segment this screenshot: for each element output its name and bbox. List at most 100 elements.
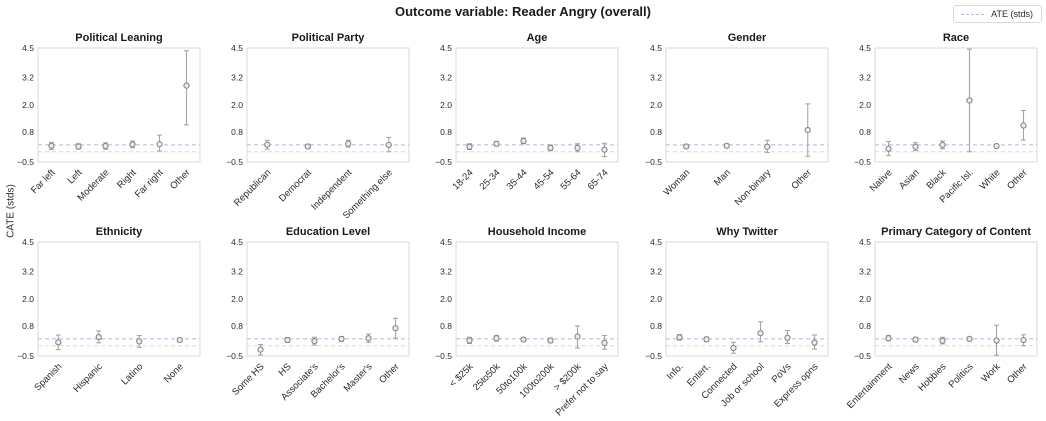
x-tick-label: Other <box>789 167 814 192</box>
y-tick-label: −0.5 <box>17 157 34 167</box>
data-point <box>102 142 109 150</box>
data-point <box>547 144 554 151</box>
x-tick-label: 18-24 <box>451 167 476 192</box>
data-point <box>547 337 554 344</box>
data-point <box>176 336 183 344</box>
data-point <box>392 325 399 332</box>
y-tick-label: 2.0 <box>859 100 871 110</box>
y-tick-label: 4.5 <box>441 43 453 53</box>
y-tick-label: −0.5 <box>226 157 243 167</box>
data-point <box>729 344 737 352</box>
y-tick-label: 2.0 <box>22 100 34 110</box>
data-point <box>702 336 710 343</box>
data-point <box>365 335 372 342</box>
data-point <box>939 141 946 149</box>
data-point <box>601 339 608 347</box>
subplot-title: Ethnicity <box>96 226 143 238</box>
x-tick-label: 35-44 <box>505 167 530 192</box>
x-tick-label: Democrat <box>277 167 314 204</box>
data-point <box>493 140 500 147</box>
data-point <box>345 140 352 147</box>
y-tick-label: 2.0 <box>650 100 662 110</box>
x-tick-label: Black <box>924 167 948 191</box>
y-tick-label: 0.8 <box>22 127 34 137</box>
data-point <box>338 335 345 343</box>
x-tick-label: Some HS <box>230 361 267 398</box>
data-point <box>574 333 581 340</box>
data-point <box>912 143 919 150</box>
data-point <box>264 141 271 148</box>
x-tick-label: Far right <box>133 167 166 200</box>
y-tick-label: −0.5 <box>17 351 34 361</box>
subplot-political-party: Political Party 4.5 3.2 2.0 0.8 −0.5Republica… <box>226 32 410 221</box>
data-point <box>129 141 136 148</box>
data-point <box>574 144 581 151</box>
data-point <box>136 338 143 345</box>
data-point <box>966 335 973 343</box>
subplot-title: Primary Category of Content <box>881 226 1031 238</box>
axes-spines <box>874 47 1038 163</box>
x-tick-label: Other <box>1005 361 1030 386</box>
data-point <box>763 143 770 150</box>
axes-spines <box>455 47 619 163</box>
x-tick-label: Republican <box>232 167 273 208</box>
x-tick-label: Master's <box>342 361 375 394</box>
y-tick-label: 0.8 <box>22 321 34 331</box>
axes-spines <box>37 47 201 163</box>
data-point <box>885 145 892 152</box>
y-tick-label: 2.0 <box>859 294 871 304</box>
data-point <box>284 336 291 344</box>
data-point <box>756 330 764 337</box>
axes-spines <box>665 47 829 163</box>
y-tick-label: 0.8 <box>441 127 453 137</box>
x-tick-label: Woman <box>661 167 692 198</box>
y-tick-label: 3.2 <box>650 266 662 276</box>
data-point <box>804 126 811 134</box>
data-point <box>95 333 102 341</box>
subplot-primary-category-of-content: Primary Category of Content 4.5 3.2 2.0 0.8 −… <box>845 226 1038 411</box>
y-tick-label: −0.5 <box>854 351 871 361</box>
x-tick-label: Info. <box>664 361 685 382</box>
data-point <box>156 141 163 148</box>
y-tick-label: 2.0 <box>231 100 243 110</box>
y-tick-label: 0.8 <box>231 127 243 137</box>
ate-dashed-line-icon <box>961 13 985 15</box>
subplot-title: Gender <box>727 32 766 44</box>
y-tick-label: −0.5 <box>645 157 662 167</box>
y-tick-label: 3.2 <box>859 72 871 82</box>
x-tick-label: Hispanic <box>71 361 105 395</box>
x-tick-label: 45-54 <box>532 167 557 192</box>
data-point <box>810 339 818 346</box>
subplot-title: Political Leaning <box>75 32 162 44</box>
data-point <box>75 143 82 150</box>
data-point <box>55 339 62 346</box>
x-tick-label: Asian <box>897 167 922 192</box>
axes-spines <box>246 241 410 357</box>
y-tick-label: 4.5 <box>441 237 453 247</box>
y-tick-label: 3.2 <box>231 72 243 82</box>
data-point <box>912 336 919 343</box>
data-point <box>675 334 683 341</box>
y-tick-label: 3.2 <box>859 266 871 276</box>
x-tick-label: None <box>162 361 186 385</box>
subplot-title: Household Income <box>488 226 586 238</box>
y-tick-label: 2.0 <box>650 294 662 304</box>
axes-spines <box>874 241 1038 357</box>
x-tick-label: HS <box>277 361 294 378</box>
y-tick-label: 3.2 <box>231 266 243 276</box>
x-tick-label: 55-64 <box>559 167 584 192</box>
x-tick-label: Other <box>377 361 402 386</box>
data-point <box>520 336 527 343</box>
y-tick-label: −0.5 <box>645 351 662 361</box>
data-point <box>1020 122 1027 129</box>
y-tick-label: 3.2 <box>22 72 34 82</box>
axes-spines <box>37 241 201 357</box>
x-tick-label: Far left <box>29 167 58 196</box>
data-point <box>723 142 730 149</box>
y-tick-label: 4.5 <box>650 43 662 53</box>
